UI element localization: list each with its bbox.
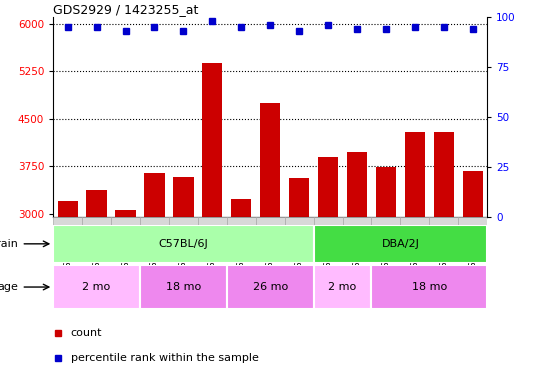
Text: C57BL/6J: C57BL/6J bbox=[158, 239, 208, 249]
Bar bbox=[111, 217, 140, 225]
Bar bbox=[314, 265, 371, 309]
Text: 2 mo: 2 mo bbox=[82, 282, 111, 292]
Bar bbox=[140, 265, 227, 309]
Bar bbox=[314, 225, 487, 263]
Bar bbox=[231, 199, 251, 384]
Bar bbox=[284, 217, 314, 225]
Bar bbox=[227, 217, 256, 225]
Bar bbox=[82, 217, 111, 225]
Bar bbox=[53, 265, 140, 309]
Bar bbox=[318, 157, 338, 384]
Bar bbox=[173, 177, 194, 384]
Bar bbox=[371, 217, 400, 225]
Bar bbox=[314, 217, 343, 225]
Bar bbox=[347, 152, 367, 384]
Bar bbox=[430, 217, 458, 225]
Bar bbox=[169, 217, 198, 225]
Bar bbox=[371, 265, 487, 309]
Text: 26 mo: 26 mo bbox=[253, 282, 288, 292]
Bar bbox=[58, 201, 78, 384]
Text: DBA/2J: DBA/2J bbox=[381, 239, 419, 249]
Text: count: count bbox=[71, 328, 102, 338]
Bar bbox=[433, 132, 454, 384]
Bar bbox=[289, 178, 309, 384]
Bar bbox=[53, 225, 314, 263]
Bar bbox=[86, 190, 107, 384]
Bar bbox=[115, 210, 136, 384]
Bar bbox=[376, 167, 396, 384]
Bar bbox=[198, 217, 227, 225]
Text: 18 mo: 18 mo bbox=[166, 282, 201, 292]
Bar bbox=[144, 173, 165, 384]
Bar bbox=[463, 170, 483, 384]
Bar bbox=[458, 217, 487, 225]
Text: 18 mo: 18 mo bbox=[412, 282, 447, 292]
Text: GDS2929 / 1423255_at: GDS2929 / 1423255_at bbox=[53, 3, 199, 16]
Text: percentile rank within the sample: percentile rank within the sample bbox=[71, 353, 258, 364]
Bar bbox=[400, 217, 430, 225]
Text: 2 mo: 2 mo bbox=[328, 282, 357, 292]
Bar bbox=[227, 265, 314, 309]
Bar bbox=[202, 63, 222, 384]
Bar bbox=[343, 217, 371, 225]
Bar bbox=[140, 217, 169, 225]
Text: age: age bbox=[0, 282, 18, 292]
Bar bbox=[256, 217, 284, 225]
Text: strain: strain bbox=[0, 239, 18, 249]
Bar bbox=[53, 217, 82, 225]
Bar bbox=[405, 132, 425, 384]
Bar bbox=[260, 103, 281, 384]
